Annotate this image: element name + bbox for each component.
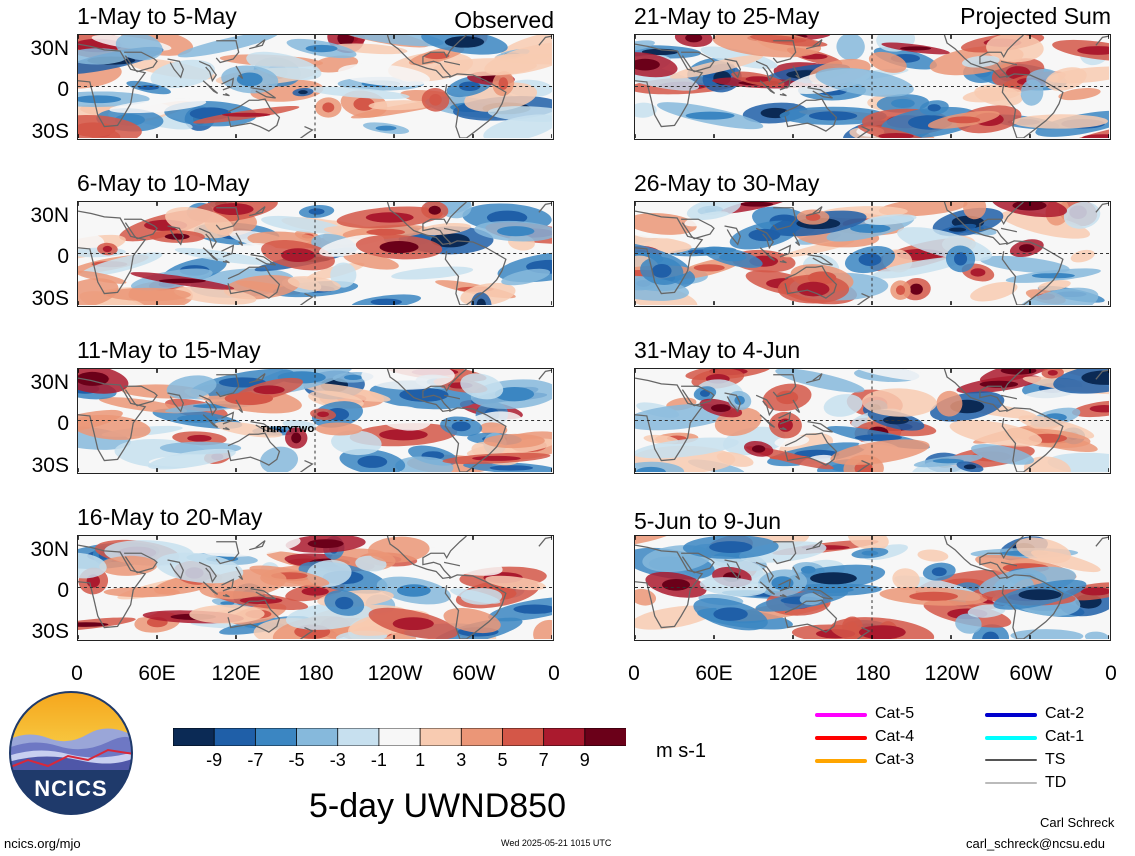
colorbar-swatch	[337, 727, 380, 747]
colorbar-tick-label: 1	[415, 750, 426, 770]
colorbar-swatch	[419, 727, 463, 747]
lon-label: 60W	[1009, 662, 1053, 685]
wind-map-panel	[634, 368, 1111, 474]
lat-label: 0	[57, 78, 69, 101]
lon-label: 120W	[367, 662, 423, 685]
colorbar-swatch	[543, 727, 586, 747]
colorbar-swatch	[584, 727, 627, 747]
panel-title: 6-May to 10-May	[77, 170, 250, 196]
track-legend-swatch	[985, 736, 1037, 740]
lon-label: 120W	[924, 662, 980, 685]
storm-label: THIRTYTWO	[261, 425, 315, 434]
track-legend-swatch	[985, 759, 1037, 761]
lat-label: 30N	[30, 371, 69, 394]
lat-label: 0	[57, 579, 69, 602]
ncics-logo: NCICS	[8, 690, 134, 816]
panel-title: 31-May to 4-Jun	[634, 337, 801, 363]
author-name: Carl Schreck	[1040, 815, 1115, 830]
projected-sum-label: Projected Sum	[960, 3, 1111, 29]
lon-label: 180	[855, 662, 891, 685]
colorbar-tick-label: -3	[329, 750, 346, 770]
lat-label: 0	[57, 412, 69, 435]
wind-map-panel	[77, 201, 554, 307]
track-legend-swatch	[815, 713, 867, 717]
wind-map-panel	[77, 535, 554, 641]
lon-label: 0	[71, 662, 83, 685]
track-legend-label: Cat-5	[875, 705, 915, 722]
track-legend-label: Cat-3	[875, 751, 915, 768]
panel-title: 16-May to 20-May	[77, 504, 263, 530]
panel-title: 21-May to 25-May	[634, 3, 820, 29]
panel-title: 5-Jun to 9-Jun	[634, 508, 782, 534]
lon-label: 0	[1105, 662, 1117, 685]
colorbar-tick-label: -9	[206, 750, 223, 770]
lon-label: 60E	[695, 662, 733, 685]
panel-title: 1-May to 5-May	[77, 3, 237, 29]
track-legend-swatch	[815, 759, 867, 763]
colorbar-tick-label: 3	[456, 750, 467, 770]
wind-map-panel	[634, 201, 1111, 307]
lon-label: 120E	[211, 662, 261, 685]
lon-label: 0	[628, 662, 640, 685]
track-legend-label: Cat-2	[1045, 705, 1085, 722]
timestamp: Wed 2025-05-21 1015 UTC	[501, 838, 612, 848]
lat-label: 30S	[31, 454, 69, 477]
track-legend-swatch	[985, 782, 1037, 784]
track-legend-label: TD	[1045, 774, 1067, 791]
lat-label: 0	[57, 245, 69, 268]
lat-label: 30N	[30, 37, 69, 60]
colorbar-swatch	[378, 727, 421, 747]
lon-label: 0	[548, 662, 560, 685]
colorbar-tick-label: -5	[288, 750, 305, 770]
source-url[interactable]: ncics.org/mjo	[4, 836, 81, 851]
wind-map-panel	[77, 34, 554, 140]
wind-map-panel	[634, 535, 1111, 641]
main-title: 5-day UWND850	[309, 787, 566, 825]
lat-label: 30N	[30, 204, 69, 227]
colorbar-swatch	[172, 727, 216, 747]
wind-map-panel	[634, 34, 1111, 140]
panel-title: 11-May to 15-May	[77, 337, 261, 363]
colorbar-swatch	[296, 727, 339, 747]
lon-label: 180	[298, 662, 334, 685]
track-legend-label: Cat-4	[875, 728, 915, 745]
colorbar	[172, 727, 627, 747]
lat-label: 30S	[31, 620, 69, 643]
units-label: m s-1	[656, 740, 706, 762]
colorbar-swatch	[254, 727, 298, 747]
colorbar-swatch	[502, 727, 545, 747]
track-legend-swatch	[985, 713, 1037, 717]
colorbar-tick-label: -1	[370, 750, 387, 770]
track-legend-label: TS	[1045, 751, 1066, 768]
wind-map-panel	[77, 368, 554, 474]
colorbar-swatch	[213, 727, 257, 747]
lon-label: 60W	[452, 662, 496, 685]
colorbar-tick-label: 5	[497, 750, 508, 770]
lat-label: 30S	[31, 287, 69, 310]
lon-label: 60E	[138, 662, 176, 685]
lat-label: 30S	[31, 120, 69, 143]
panel-title: 26-May to 30-May	[634, 170, 820, 196]
lat-label: 30N	[30, 538, 69, 561]
colorbar-tick-label: 7	[538, 750, 549, 770]
author-email[interactable]: carl_schreck@ncsu.edu	[966, 836, 1105, 851]
track-legend-swatch	[815, 736, 867, 740]
colorbar-tick-label: -7	[247, 750, 264, 770]
observed-label: Observed	[454, 7, 554, 33]
colorbar-tick-label: 9	[579, 750, 590, 770]
logo-text: NCICS	[34, 776, 107, 801]
lon-label: 120E	[768, 662, 818, 685]
colorbar-swatch	[460, 727, 504, 747]
track-legend-label: Cat-1	[1045, 728, 1085, 745]
